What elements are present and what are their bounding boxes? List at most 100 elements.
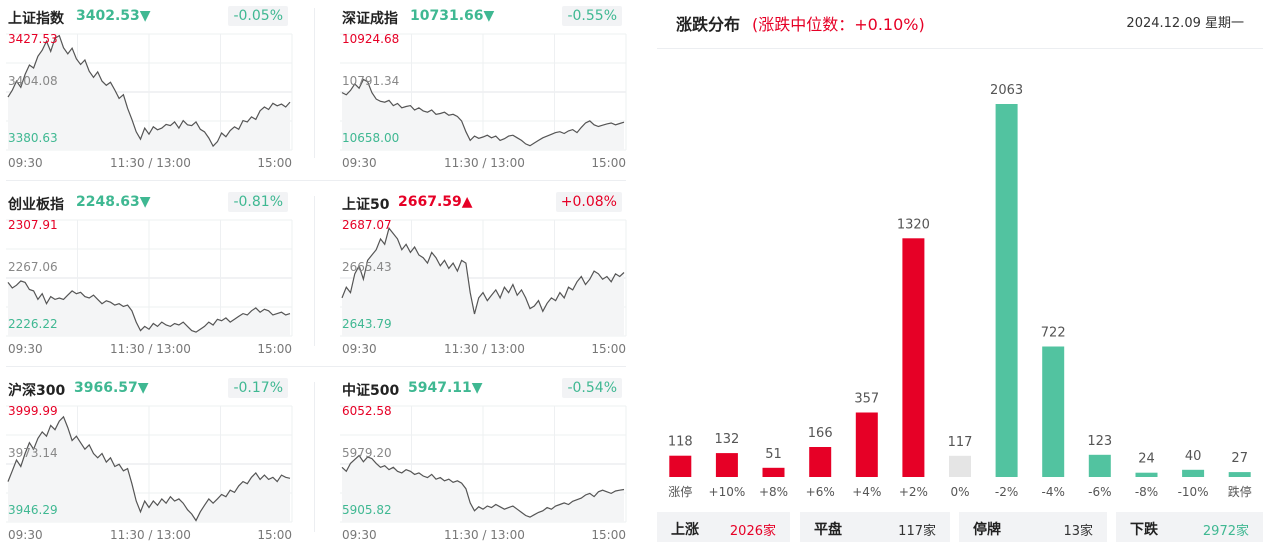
x-axis-close-label: 15:00: [257, 342, 292, 356]
price-area: [342, 455, 624, 522]
distribution-bar[interactable]: [949, 455, 971, 477]
median-change-subtitle: (涨跌中位数：+0.10%): [752, 15, 925, 34]
summary-label: 上涨: [671, 522, 699, 538]
distribution-bar[interactable]: [902, 238, 925, 477]
change-percent-badge: -0.17%: [228, 378, 288, 398]
y-axis-prev-close-label: 3973.14: [8, 446, 58, 460]
y-axis-low-label: 3946.29: [8, 503, 58, 517]
index-value: 2667.59▲: [398, 194, 473, 210]
summary-flat: 平盘 117家: [800, 512, 950, 542]
y-axis-low-label: 5905.82: [342, 503, 392, 517]
intraday-line-plot: [6, 405, 293, 523]
index-card[interactable]: 中证500 5947.11▼ -0.54% 6052.58 5979.20 59…: [340, 374, 627, 545]
down-arrow-icon: ▼: [471, 380, 483, 396]
bar-value-label: 166: [808, 426, 833, 441]
index-value: 10731.66▼: [410, 8, 495, 24]
x-axis: 09:30 11:30 / 13:00 15:00: [340, 156, 626, 172]
bar-category-label: -8%: [1135, 485, 1158, 499]
y-axis-prev-close-label: 5979.20: [342, 446, 392, 460]
summary-value: 13家: [1063, 524, 1093, 539]
intraday-line-plot: [340, 33, 627, 151]
trading-date: 2024.12.09 星期一: [1126, 16, 1244, 31]
x-axis-open-label: 09:30: [342, 528, 377, 542]
y-axis-prev-close-label: 2267.06: [8, 260, 58, 274]
column-divider: [314, 382, 315, 532]
y-axis-high-label: 2687.07: [342, 218, 392, 232]
column-divider: [314, 196, 315, 346]
distribution-bar[interactable]: [995, 104, 1018, 477]
distribution-bar[interactable]: [1135, 472, 1158, 477]
summary-suspended: 停牌 13家: [959, 512, 1107, 542]
bar-value-label: 27: [1231, 451, 1248, 466]
down-arrow-icon: ▼: [137, 380, 149, 396]
price-line: [7, 34, 291, 148]
x-axis-open-label: 09:30: [8, 528, 43, 542]
x-axis-close-label: 15:00: [591, 342, 626, 356]
distribution-bar[interactable]: [855, 412, 878, 478]
bar-value-label: 132: [714, 432, 739, 447]
bar-category-label: 0%: [950, 485, 969, 499]
index-value: 2248.63▼: [76, 194, 151, 210]
distribution-bar[interactable]: [1042, 346, 1065, 478]
y-axis-prev-close-label: 3404.08: [8, 74, 58, 88]
price-line: [341, 226, 625, 315]
distribution-bar[interactable]: [669, 455, 692, 477]
intraday-chart: 3427.53 3404.08 3380.63: [6, 30, 293, 154]
intraday-line-plot: [340, 405, 627, 523]
index-card[interactable]: 上证50 2667.59▲ +0.08% 2687.07 2665.43 264…: [340, 188, 627, 360]
x-axis-close-label: 15:00: [591, 528, 626, 542]
down-arrow-icon: ▼: [139, 8, 151, 24]
column-divider: [314, 8, 315, 158]
x-axis-midday-label: 11:30 / 13:00: [110, 156, 191, 170]
index-card[interactable]: 沪深300 3966.57▼ -0.17% 3999.99 3973.14 39…: [6, 374, 293, 545]
up-arrow-icon: ▲: [461, 194, 473, 210]
intraday-chart: 6052.58 5979.20 5905.82: [340, 402, 627, 526]
x-axis: 09:30 11:30 / 13:00 15:00: [6, 528, 292, 544]
index-header: 中证500 5947.11▼ -0.54%: [340, 374, 626, 400]
price-area: [342, 228, 624, 336]
y-axis-prev-close-label: 10791.34: [342, 74, 400, 88]
summary-value: 2026家: [729, 524, 776, 539]
down-arrow-icon: ▼: [483, 8, 495, 24]
bar-category-label: +2%: [899, 485, 928, 499]
intraday-chart: 2307.91 2267.06 2226.22: [6, 216, 293, 340]
summary-value: 2972家: [1202, 524, 1249, 539]
distribution-bar[interactable]: [762, 467, 785, 477]
bar-category-label: +8%: [759, 485, 788, 499]
x-axis-open-label: 09:30: [8, 156, 43, 170]
x-axis-close-label: 15:00: [591, 156, 626, 170]
bar-category-label: -2%: [995, 485, 1018, 499]
bar-value-label: 722: [1041, 326, 1066, 341]
index-card[interactable]: 上证指数 3402.53▼ -0.05% 3427.53 3404.08 338…: [6, 2, 293, 174]
distribution-bar[interactable]: [715, 453, 738, 477]
bar-category-label: -10%: [1178, 485, 1209, 499]
bar-value-label: 118: [668, 435, 693, 450]
index-header: 上证50 2667.59▲ +0.08%: [340, 188, 626, 214]
index-name: 创业板指: [8, 197, 64, 213]
intraday-chart: 2687.07 2665.43 2643.79: [340, 216, 627, 340]
y-axis-low-label: 10658.00: [342, 131, 400, 145]
y-axis-high-label: 6052.58: [342, 404, 392, 418]
bar-category-label: +6%: [806, 485, 835, 499]
summary-label: 平盘: [814, 522, 842, 538]
price-area: [8, 280, 290, 336]
price-line: [341, 78, 625, 147]
x-axis: 09:30 11:30 / 13:00 15:00: [340, 342, 626, 358]
index-card[interactable]: 深证成指 10731.66▼ -0.55% 10924.68 10791.34 …: [340, 2, 627, 174]
distribution-bar[interactable]: [1228, 472, 1251, 477]
distribution-title: 涨跌分布: [676, 15, 741, 34]
index-name: 沪深300: [8, 383, 66, 399]
price-line: [7, 415, 291, 522]
bar-value-label: 51: [765, 447, 782, 462]
distribution-bar[interactable]: [809, 447, 832, 477]
x-axis-close-label: 15:00: [257, 156, 292, 170]
price-area: [8, 416, 290, 522]
distribution-bar[interactable]: [1088, 454, 1111, 477]
bar-category-label: +10%: [709, 485, 746, 499]
y-axis-high-label: 10924.68: [342, 32, 400, 46]
index-card[interactable]: 创业板指 2248.63▼ -0.81% 2307.91 2267.06 222…: [6, 188, 293, 360]
x-axis-open-label: 09:30: [342, 156, 377, 170]
x-axis: 09:30 11:30 / 13:00 15:00: [6, 156, 292, 172]
bar-category-label: -4%: [1042, 485, 1065, 499]
distribution-bar[interactable]: [1182, 469, 1205, 477]
